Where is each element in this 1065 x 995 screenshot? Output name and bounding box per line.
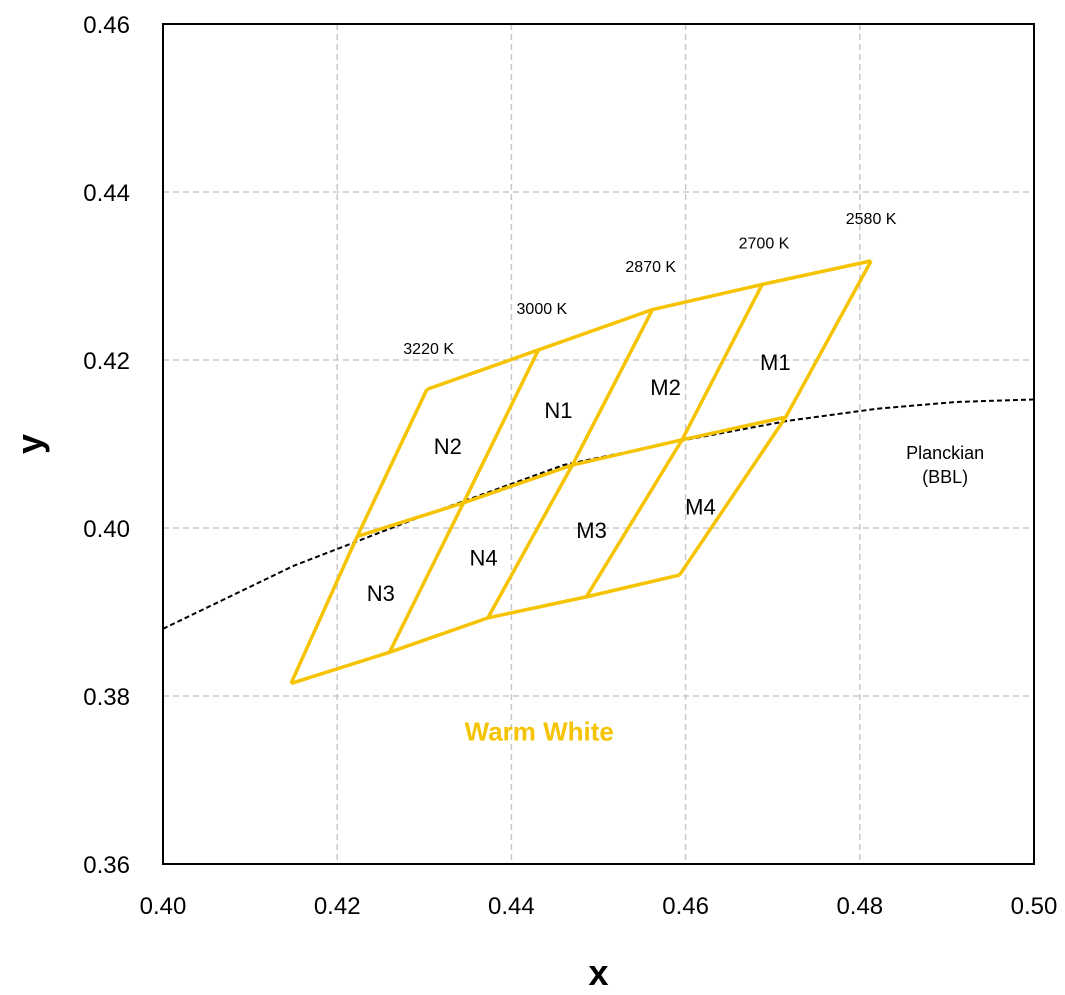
planckian-label-line1: Planckian	[906, 443, 984, 463]
planckian-locus-line	[162, 398, 1035, 630]
bin-boundary-line	[584, 283, 764, 598]
planckian-label-line2: (BBL)	[922, 467, 968, 487]
bin-label: N4	[469, 546, 497, 571]
x-tick-label: 0.42	[314, 893, 361, 920]
cct-label: 3220 K	[403, 341, 454, 358]
plot-frame	[162, 23, 1035, 865]
x-tick-label: 0.40	[140, 893, 187, 920]
bin-label: N1	[544, 398, 572, 423]
bin-boundary-line	[387, 349, 540, 654]
y-tick-label: 0.36	[83, 852, 130, 879]
bin-boundary-line	[289, 388, 429, 685]
bin-label: N2	[434, 434, 462, 459]
x-axis-title: x	[588, 952, 608, 993]
bin-boundary-line	[678, 260, 873, 577]
bin-label: M4	[685, 494, 716, 519]
y-tick-label: 0.42	[83, 348, 130, 375]
bin-label: M3	[576, 518, 607, 543]
bin-boundary-line	[356, 415, 787, 539]
bin-label: N3	[367, 581, 395, 606]
y-tick-label: 0.46	[83, 12, 130, 39]
bin-boundary-line	[486, 308, 655, 619]
cct-label: 2700 K	[739, 235, 790, 252]
grid	[163, 24, 1034, 864]
x-tick-label: 0.50	[1011, 893, 1058, 920]
y-axis-title: y	[9, 434, 50, 454]
bin-label: M2	[650, 375, 681, 400]
bin-boundary-line	[290, 573, 680, 686]
y-tick-label: 0.38	[83, 684, 130, 711]
x-tick-label: 0.44	[488, 893, 535, 920]
annotations: 3220 K 3000 K 2870 K 2700 K 2580 K N2 N1 M2 M1 N3…	[367, 211, 984, 747]
y-tick-label: 0.44	[83, 180, 130, 207]
region-label: Warm White	[465, 717, 614, 747]
cct-label: 2580 K	[846, 211, 897, 228]
cct-label: 3000 K	[517, 301, 568, 318]
plot-area	[162, 259, 1035, 686]
bin-label: M1	[760, 350, 791, 375]
x-tick-label: 0.46	[662, 893, 709, 920]
tick-labels: 0.40 0.42 0.44 0.46 0.48 0.50 0.36 0.38 0.40 0.42…	[83, 12, 1057, 920]
cct-label: 2870 K	[625, 259, 676, 276]
bin-boundary-line	[426, 259, 872, 392]
x-tick-label: 0.48	[836, 893, 883, 920]
y-tick-label: 0.40	[83, 516, 130, 543]
